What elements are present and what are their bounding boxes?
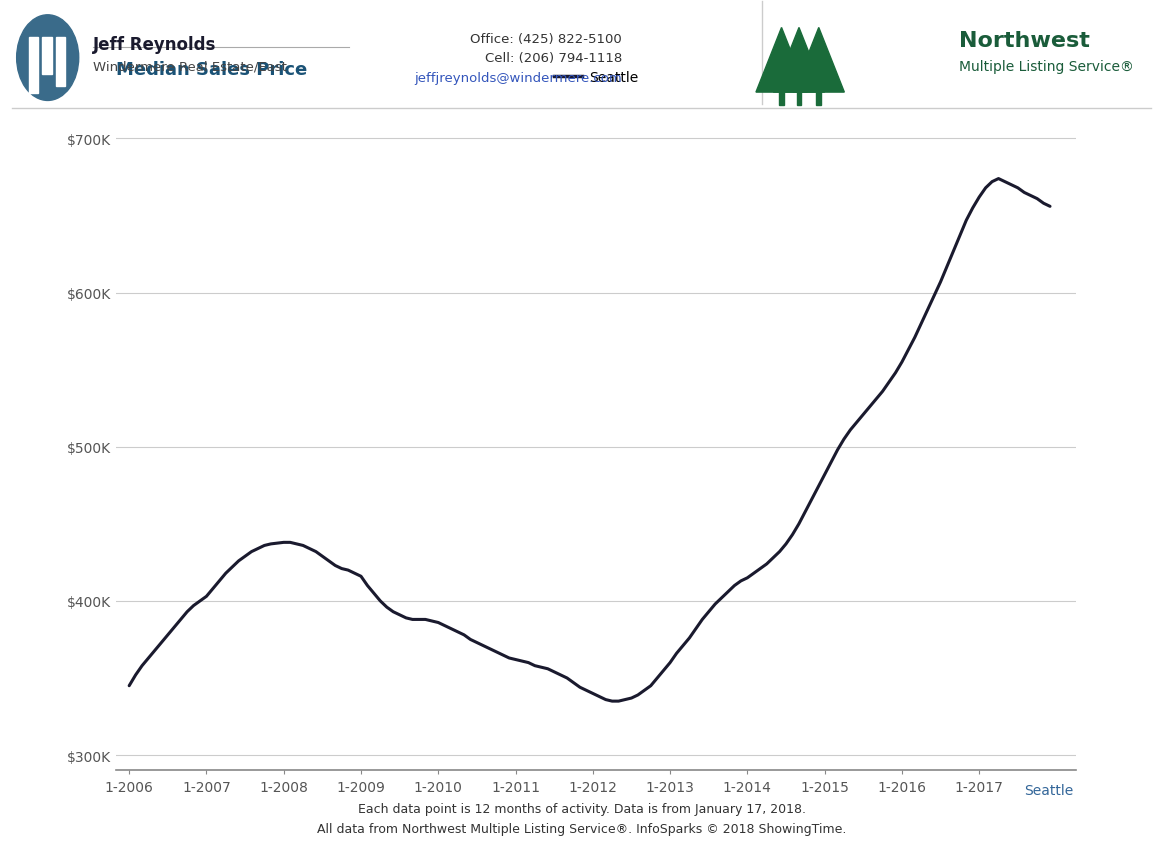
Bar [42, 38, 51, 75]
Bar [29, 38, 38, 94]
Text: Seattle: Seattle [1025, 784, 1073, 797]
Text: Windermere Real Estate/East: Windermere Real Estate/East [93, 60, 287, 73]
Text: Multiple Listing Service®: Multiple Listing Service® [959, 60, 1134, 74]
Legend: Seattle: Seattle [549, 65, 643, 90]
Text: Median Sales Price: Median Sales Price [116, 60, 307, 78]
Text: Cell: (206) 794-1118: Cell: (206) 794-1118 [485, 52, 622, 65]
Text: Each data point is 12 months of activity. Data is from January 17, 2018.: Each data point is 12 months of activity… [357, 802, 806, 815]
Text: All data from Northwest Multiple Listing Service®. InfoSparks © 2018 ShowingTime: All data from Northwest Multiple Listing… [316, 822, 847, 835]
Text: Northwest: Northwest [959, 31, 1091, 51]
Text: Jeff Reynolds: Jeff Reynolds [93, 36, 216, 54]
Text: Office: (425) 822-5100: Office: (425) 822-5100 [471, 33, 622, 46]
Text: jeffjreynolds@windermere.com: jeffjreynolds@windermere.com [414, 72, 622, 85]
Bar [56, 38, 65, 86]
Circle shape [16, 15, 79, 102]
